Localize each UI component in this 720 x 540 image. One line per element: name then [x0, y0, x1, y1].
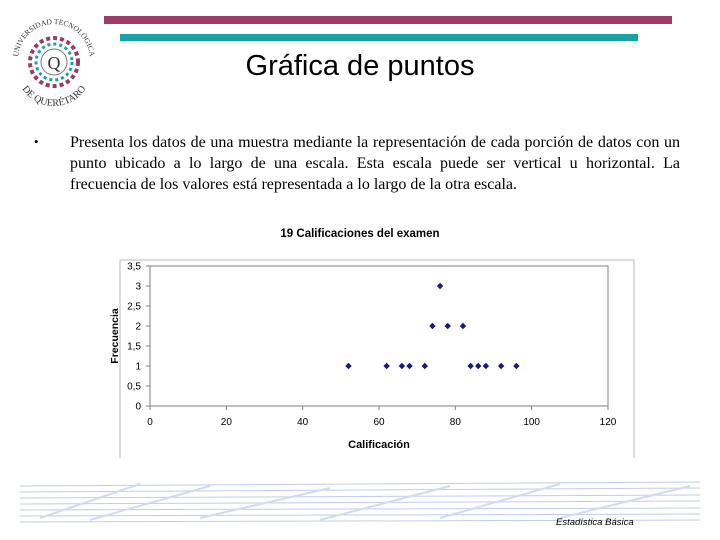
data-point: [513, 362, 520, 370]
y-tick-label: 3,5: [127, 262, 141, 273]
data-point: [421, 362, 428, 370]
header-accent-bar: [104, 16, 672, 24]
x-tick-label: 100: [523, 417, 540, 428]
x-tick-label: 60: [373, 417, 385, 428]
y-tick-label: 0: [135, 402, 141, 413]
data-point: [345, 362, 352, 370]
x-axis-label: Calificación: [348, 439, 410, 451]
data-point: [406, 362, 413, 370]
y-axis-label: Frecuencia: [109, 308, 121, 364]
data-point: [398, 362, 406, 370]
y-tick-label: 2: [135, 322, 141, 333]
data-point: [444, 322, 451, 330]
data-point: [482, 362, 490, 370]
data-point: [475, 362, 482, 370]
y-tick-label: 0,5: [127, 382, 141, 393]
x-tick-label: 40: [297, 417, 309, 428]
logo-letter: Q: [48, 53, 61, 73]
plot-area: [149, 265, 609, 407]
footer-course-label: Estadística Básica: [556, 517, 634, 528]
x-tick-label: 20: [221, 417, 233, 428]
data-point: [436, 282, 444, 290]
bullet-marker: •: [34, 134, 39, 149]
dot-plot-chart: 19 Calificaciones del examen 0 0,5 1 1,5 2 2,5…: [109, 228, 635, 458]
data-point: [467, 362, 474, 370]
data-point: [497, 362, 505, 370]
footer-decorative-band: [19, 481, 701, 523]
y-tick-label: 1,5: [127, 342, 141, 353]
y-tick-label: 3: [135, 282, 141, 293]
data-point: [383, 362, 390, 370]
page-title: Gráfica de puntos: [245, 50, 475, 82]
data-point: [459, 322, 467, 330]
x-tick-label: 80: [450, 417, 462, 428]
university-logo: Q UNIVERSIDAD TECNOLÓGICA DE QUERÉTARO: [11, 17, 97, 109]
x-tick-label: 0: [147, 417, 153, 428]
y-tick-label: 2,5: [127, 302, 141, 313]
header-teal-bar: [120, 34, 638, 41]
chart-title: 19 Calificaciones del examen: [280, 228, 439, 240]
x-tick-label: 120: [600, 417, 617, 428]
chart-border: [119, 259, 635, 458]
description-paragraph: Presenta los datos de una muestra median…: [70, 134, 680, 193]
data-point: [429, 322, 436, 330]
y-tick-label: 1: [135, 362, 141, 373]
